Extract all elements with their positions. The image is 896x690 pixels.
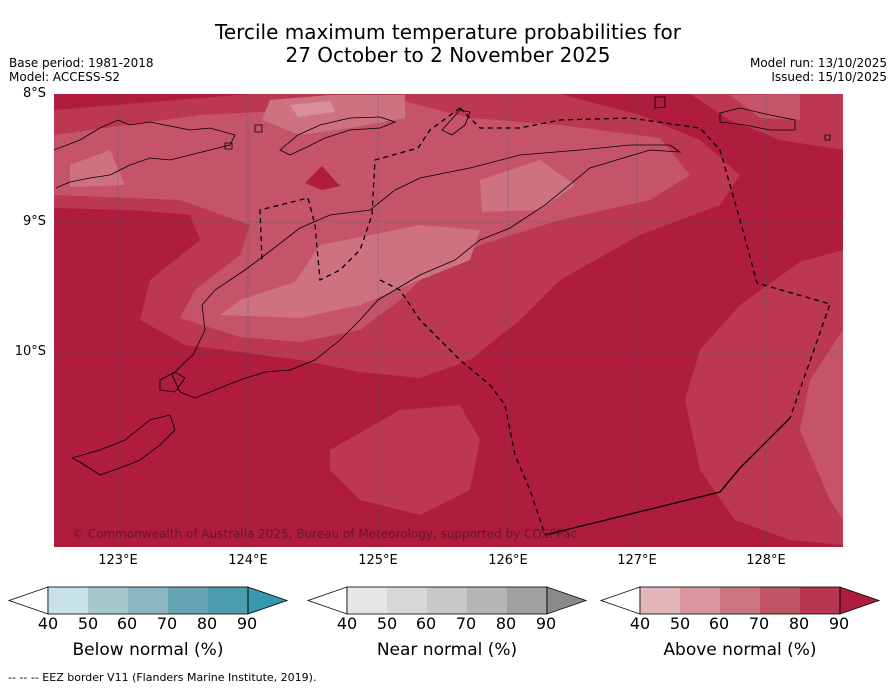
prob-band-60-e (480, 160, 575, 212)
lat-label-10s: 10°S (14, 344, 46, 359)
prob-band-80-s (330, 405, 480, 515)
model-text: Model: ACCESS-S2 (9, 70, 121, 84)
rote-coast (159, 371, 186, 393)
prob-band-80-ne (690, 94, 843, 150)
prob-band-80-se (685, 250, 843, 545)
cb-near-tick-70: 70 (455, 614, 477, 633)
model-run-text: Model run: 13/10/2025 (749, 56, 887, 70)
wetar-coast (441, 109, 471, 136)
colorbar-near-frame (346, 586, 548, 615)
cb-above-tick-60: 60 (708, 614, 730, 633)
eez-footnote: -- -- -- EEZ border V11 (Flanders Marine… (8, 671, 317, 684)
cb-below-label: Below normal (%) (72, 640, 224, 660)
colorbar-near-swatch-4 (507, 587, 547, 614)
babar-coast (719, 107, 796, 131)
sumba-coast (70, 414, 176, 476)
lat-label-8s: 8°S (22, 86, 46, 101)
cb-below-tick-80: 80 (196, 614, 218, 633)
timor-island-coast (171, 144, 682, 399)
cb-near-tick-60: 60 (415, 614, 437, 633)
colorbar-above-swatch-0 (640, 587, 680, 614)
prob-band-50 (290, 101, 335, 117)
colorbar-above-under-arrow (599, 586, 641, 615)
cb-below-tick-90: 90 (236, 614, 258, 633)
cb-above-tick-90: 90 (828, 614, 850, 633)
colorbar-below-swatch-4 (208, 587, 248, 614)
colorbar-below-frame (47, 586, 249, 615)
map-title-line1: Tercile maximum temperature probabilitie… (215, 20, 681, 44)
lat-label-9s: 9°S (22, 214, 46, 229)
colorbar-near-swatch-0 (347, 587, 387, 614)
colorbar-below-swatch-1 (88, 587, 128, 614)
cb-above-tick-80: 80 (788, 614, 810, 633)
atauro-coast (654, 96, 666, 109)
lon-label-127e: 127°E (617, 553, 657, 568)
cb-below-tick-50: 50 (77, 614, 99, 633)
colorbar-above-swatch-3 (760, 587, 800, 614)
cb-above-tick-70: 70 (748, 614, 770, 633)
lon-label-124e: 124°E (228, 553, 268, 568)
lon-label-128e: 128°E (746, 553, 786, 568)
eez-border-solid (544, 417, 791, 536)
colorbar-above (599, 586, 881, 615)
cb-near-tick-80: 80 (495, 614, 517, 633)
colorbar-above-over-arrow (839, 586, 881, 615)
colorbar-below-swatch-2 (128, 587, 168, 614)
prob-band-70-se (800, 330, 843, 520)
flores-coast (54, 119, 236, 189)
issued-text: Issued: 15/10/2025 (771, 70, 887, 84)
colorbar-above-swatch-1 (680, 587, 720, 614)
alor-coast (279, 116, 397, 156)
colorbar-below-swatch-3 (168, 587, 208, 614)
cb-near-tick-50: 50 (376, 614, 398, 633)
colorbar-near-under-arrow (306, 586, 348, 615)
prob-band-60-c (220, 225, 480, 318)
cb-below-tick-40: 40 (37, 614, 59, 633)
colorbar-near (306, 586, 588, 615)
copyright-text: © Commonwealth of Australia 2025, Bureau… (72, 527, 577, 541)
colorbar-below-under-arrow (7, 586, 49, 615)
map-title-line2: 27 October to 2 November 2025 (285, 43, 611, 67)
graticule (54, 94, 843, 547)
eez-border (259, 107, 831, 536)
cb-near-label: Near normal (%) (376, 640, 518, 660)
cb-above-label: Above normal (%) (663, 640, 817, 660)
small-islands (224, 124, 831, 150)
base-period-text: Base period: 1981-2018 (9, 56, 154, 70)
colorbar-below-swatch-0 (48, 587, 88, 614)
prob-band-90-spot (305, 166, 340, 190)
cb-near-tick-40: 40 (336, 614, 358, 633)
lon-label-123e: 123°E (98, 553, 138, 568)
cb-near-tick-90: 90 (535, 614, 557, 633)
cb-below-tick-60: 60 (116, 614, 138, 633)
colorbar-below-over-arrow (247, 586, 289, 615)
colorbar-below (7, 586, 289, 615)
colorbar-near-swatch-1 (387, 587, 427, 614)
lon-label-125e: 125°E (358, 553, 398, 568)
colorbar-above-swatch-4 (800, 587, 840, 614)
colorbar-above-swatch-2 (720, 587, 760, 614)
map-area[interactable] (54, 94, 843, 547)
colorbar-near-over-arrow (546, 586, 588, 615)
prob-band-70-ne (730, 94, 800, 120)
prob-band-60-w (70, 150, 125, 187)
colorbar-above-frame (639, 586, 841, 615)
cb-below-tick-70: 70 (156, 614, 178, 633)
colorbar-near-swatch-3 (467, 587, 507, 614)
prob-band-70 (54, 100, 690, 342)
lon-label-126e: 126°E (488, 553, 528, 568)
coastlines (54, 96, 831, 476)
cb-above-tick-50: 50 (669, 614, 691, 633)
colorbar-near-swatch-2 (427, 587, 467, 614)
cb-above-tick-40: 40 (629, 614, 651, 633)
